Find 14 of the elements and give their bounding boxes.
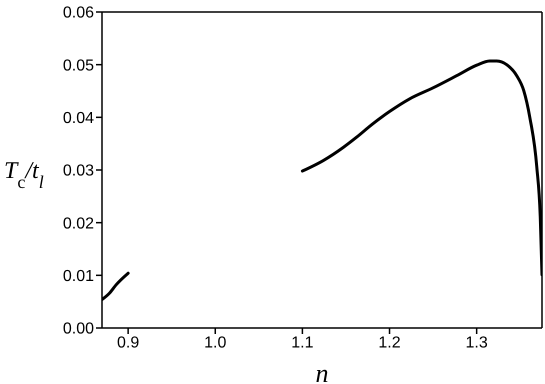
- x-tick-label: 1.1: [291, 334, 314, 352]
- x-tick-label: 1.0: [204, 334, 226, 352]
- x-axis-title: n: [316, 359, 328, 384]
- y-tick-label: 0.01: [62, 268, 94, 286]
- x-tick-label: 1.2: [378, 334, 401, 352]
- y-tick-label: 0.06: [62, 4, 94, 22]
- y-axis-title: T$_{c}$/t$_{l}$: [4, 158, 44, 192]
- x-tick-label: 1.3: [466, 334, 488, 352]
- x-tick-label: 0.9: [117, 334, 140, 352]
- y-tick-label: 0.00: [62, 320, 94, 338]
- y-tick-label: 0.04: [62, 110, 94, 128]
- y-tick-label: 0.02: [62, 215, 94, 232]
- y-tick-label: 0.03: [62, 162, 94, 180]
- y-tick-label: 0.05: [62, 57, 94, 74]
